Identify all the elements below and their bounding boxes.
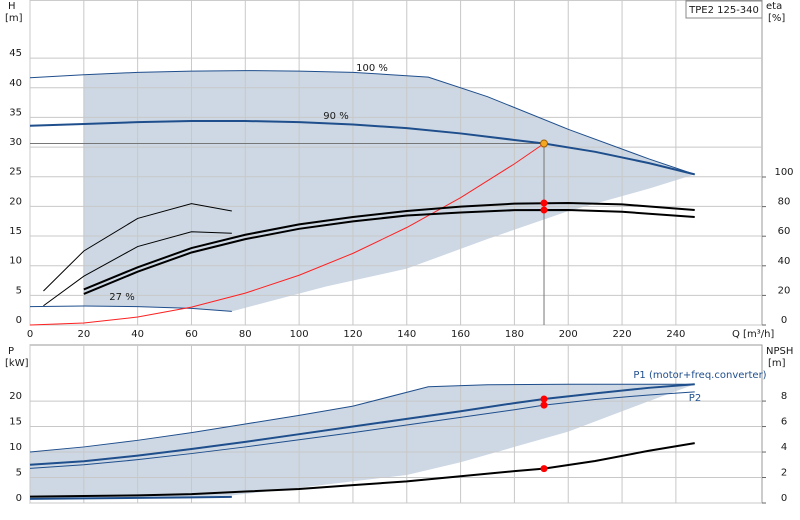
y-tick-label: 20 [9,196,22,207]
y-tick-label: 15 [9,417,22,428]
duty-point [540,206,548,214]
curve-label: 27 % [109,292,134,303]
y2-axis-label: NPSH [766,346,793,357]
x-tick-label: 120 [343,329,362,340]
y2-tick-label: 80 [778,197,791,208]
x-tick-label: 40 [131,329,144,340]
curve [29,391,695,469]
y-tick-label: 5 [16,285,22,296]
y-tick-label: 40 [9,78,22,89]
y2-tick-label: 6 [781,417,787,428]
y-tick-label: 0 [16,493,22,504]
y2-tick-label: 60 [778,226,791,237]
x-tick-label: 160 [451,329,470,340]
operating-region [30,384,695,498]
y2-tick-label: 20 [778,285,791,296]
curve [29,495,232,500]
title-box [685,0,763,19]
curve-label: 100 % [356,63,388,74]
curve [83,209,695,295]
x-tick-label: 200 [559,329,578,340]
y-tick-label: 0 [16,315,22,326]
y-tick-label: 5 [16,468,22,479]
y-axis-unit: [kW] [5,358,29,369]
x-tick-label: 20 [77,329,90,340]
x-tick-label: 60 [185,329,198,340]
curve [29,383,695,466]
x-tick-label: 240 [666,329,685,340]
curve [29,143,545,326]
y-axis-label: P [8,346,14,357]
y2-tick-label: 100 [774,167,793,178]
x-axis-label: Q [m³/h] [732,329,774,340]
y2-tick-label: 4 [781,442,787,453]
curve [29,70,695,175]
y2-tick-label: 0 [781,493,787,504]
curve [83,202,695,291]
y2-axis-unit: [m] [768,358,786,369]
x-tick-label: 220 [613,329,632,340]
curve [43,203,232,292]
y-tick-label: 10 [9,442,22,453]
x-tick-label: 140 [397,329,416,340]
curve-label: P1 (motor+freq.converter) [633,370,766,381]
y-axis-unit: [m] [5,13,23,24]
y-tick-label: 45 [9,48,22,59]
y2-tick-label: 2 [781,468,787,479]
x-tick-label: 0 [27,329,33,340]
curve-label: 90 % [323,111,348,122]
duty-point [540,401,548,409]
y2-tick-label: 40 [778,256,791,267]
y-tick-label: 30 [9,137,22,148]
y-axis-label: H [8,1,16,12]
curve [29,442,695,498]
y-tick-label: 20 [9,391,22,402]
chart-title: TPE2 125-340 [688,5,759,16]
curve-label: P2 [689,393,701,404]
duty-point [540,139,549,148]
curve [29,305,232,312]
y2-tick-label: 8 [781,391,787,402]
y-tick-label: 25 [9,167,22,178]
duty-point [540,465,548,473]
curve [29,119,695,176]
y2-tick-label: 0 [781,315,787,326]
y-tick-label: 15 [9,226,22,237]
x-tick-label: 180 [505,329,524,340]
duty-point [540,395,548,403]
y2-axis-label: eta [766,1,782,12]
curve [29,383,695,453]
y-tick-label: 10 [9,256,22,267]
y-tick-label: 35 [9,107,22,118]
duty-point [540,199,548,207]
x-tick-label: 80 [239,329,252,340]
y2-axis-unit: [%] [768,13,785,24]
x-tick-label: 100 [290,329,309,340]
operating-region [83,70,695,312]
curve [43,231,232,307]
